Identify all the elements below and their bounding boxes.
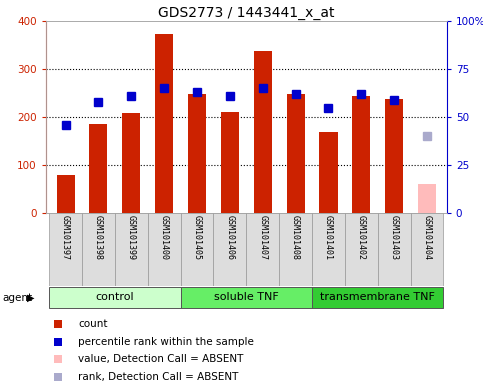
Bar bbox=[148, 213, 181, 286]
Bar bbox=[279, 213, 312, 286]
Text: GSM101406: GSM101406 bbox=[226, 215, 234, 260]
Text: GSM101403: GSM101403 bbox=[390, 215, 398, 260]
Bar bbox=[418, 184, 436, 213]
Bar bbox=[221, 112, 239, 213]
Bar bbox=[378, 213, 411, 286]
Text: control: control bbox=[96, 292, 134, 302]
Bar bbox=[345, 213, 378, 286]
Bar bbox=[115, 213, 148, 286]
Text: GSM101408: GSM101408 bbox=[291, 215, 300, 260]
Text: value, Detection Call = ABSENT: value, Detection Call = ABSENT bbox=[78, 354, 243, 364]
Bar bbox=[181, 287, 312, 308]
Bar bbox=[254, 51, 272, 213]
Text: GSM101397: GSM101397 bbox=[61, 215, 70, 260]
Text: GSM101404: GSM101404 bbox=[423, 215, 431, 260]
Bar bbox=[155, 34, 173, 213]
Bar bbox=[122, 113, 141, 213]
Text: count: count bbox=[78, 319, 107, 329]
Text: GSM101401: GSM101401 bbox=[324, 215, 333, 260]
Title: GDS2773 / 1443441_x_at: GDS2773 / 1443441_x_at bbox=[158, 6, 335, 20]
Bar bbox=[49, 287, 181, 308]
Text: ▶: ▶ bbox=[27, 293, 34, 303]
Bar bbox=[57, 175, 75, 213]
Bar bbox=[312, 287, 443, 308]
Bar bbox=[89, 124, 108, 213]
Bar bbox=[82, 213, 115, 286]
Bar bbox=[49, 213, 82, 286]
Text: GSM101402: GSM101402 bbox=[357, 215, 366, 260]
Bar bbox=[385, 99, 403, 213]
Bar bbox=[352, 96, 370, 213]
Bar bbox=[181, 213, 213, 286]
Bar bbox=[319, 131, 338, 213]
Text: agent: agent bbox=[2, 293, 32, 303]
Bar bbox=[312, 213, 345, 286]
Text: GSM101398: GSM101398 bbox=[94, 215, 103, 260]
Text: percentile rank within the sample: percentile rank within the sample bbox=[78, 337, 254, 347]
Text: rank, Detection Call = ABSENT: rank, Detection Call = ABSENT bbox=[78, 372, 238, 382]
Bar bbox=[286, 94, 305, 213]
Bar bbox=[213, 213, 246, 286]
Text: transmembrane TNF: transmembrane TNF bbox=[320, 292, 435, 302]
Bar bbox=[411, 213, 443, 286]
Text: GSM101400: GSM101400 bbox=[160, 215, 169, 260]
Text: GSM101405: GSM101405 bbox=[193, 215, 201, 260]
Text: GSM101399: GSM101399 bbox=[127, 215, 136, 260]
Text: soluble TNF: soluble TNF bbox=[214, 292, 279, 302]
Bar bbox=[188, 94, 206, 213]
Bar bbox=[246, 213, 279, 286]
Text: GSM101407: GSM101407 bbox=[258, 215, 267, 260]
